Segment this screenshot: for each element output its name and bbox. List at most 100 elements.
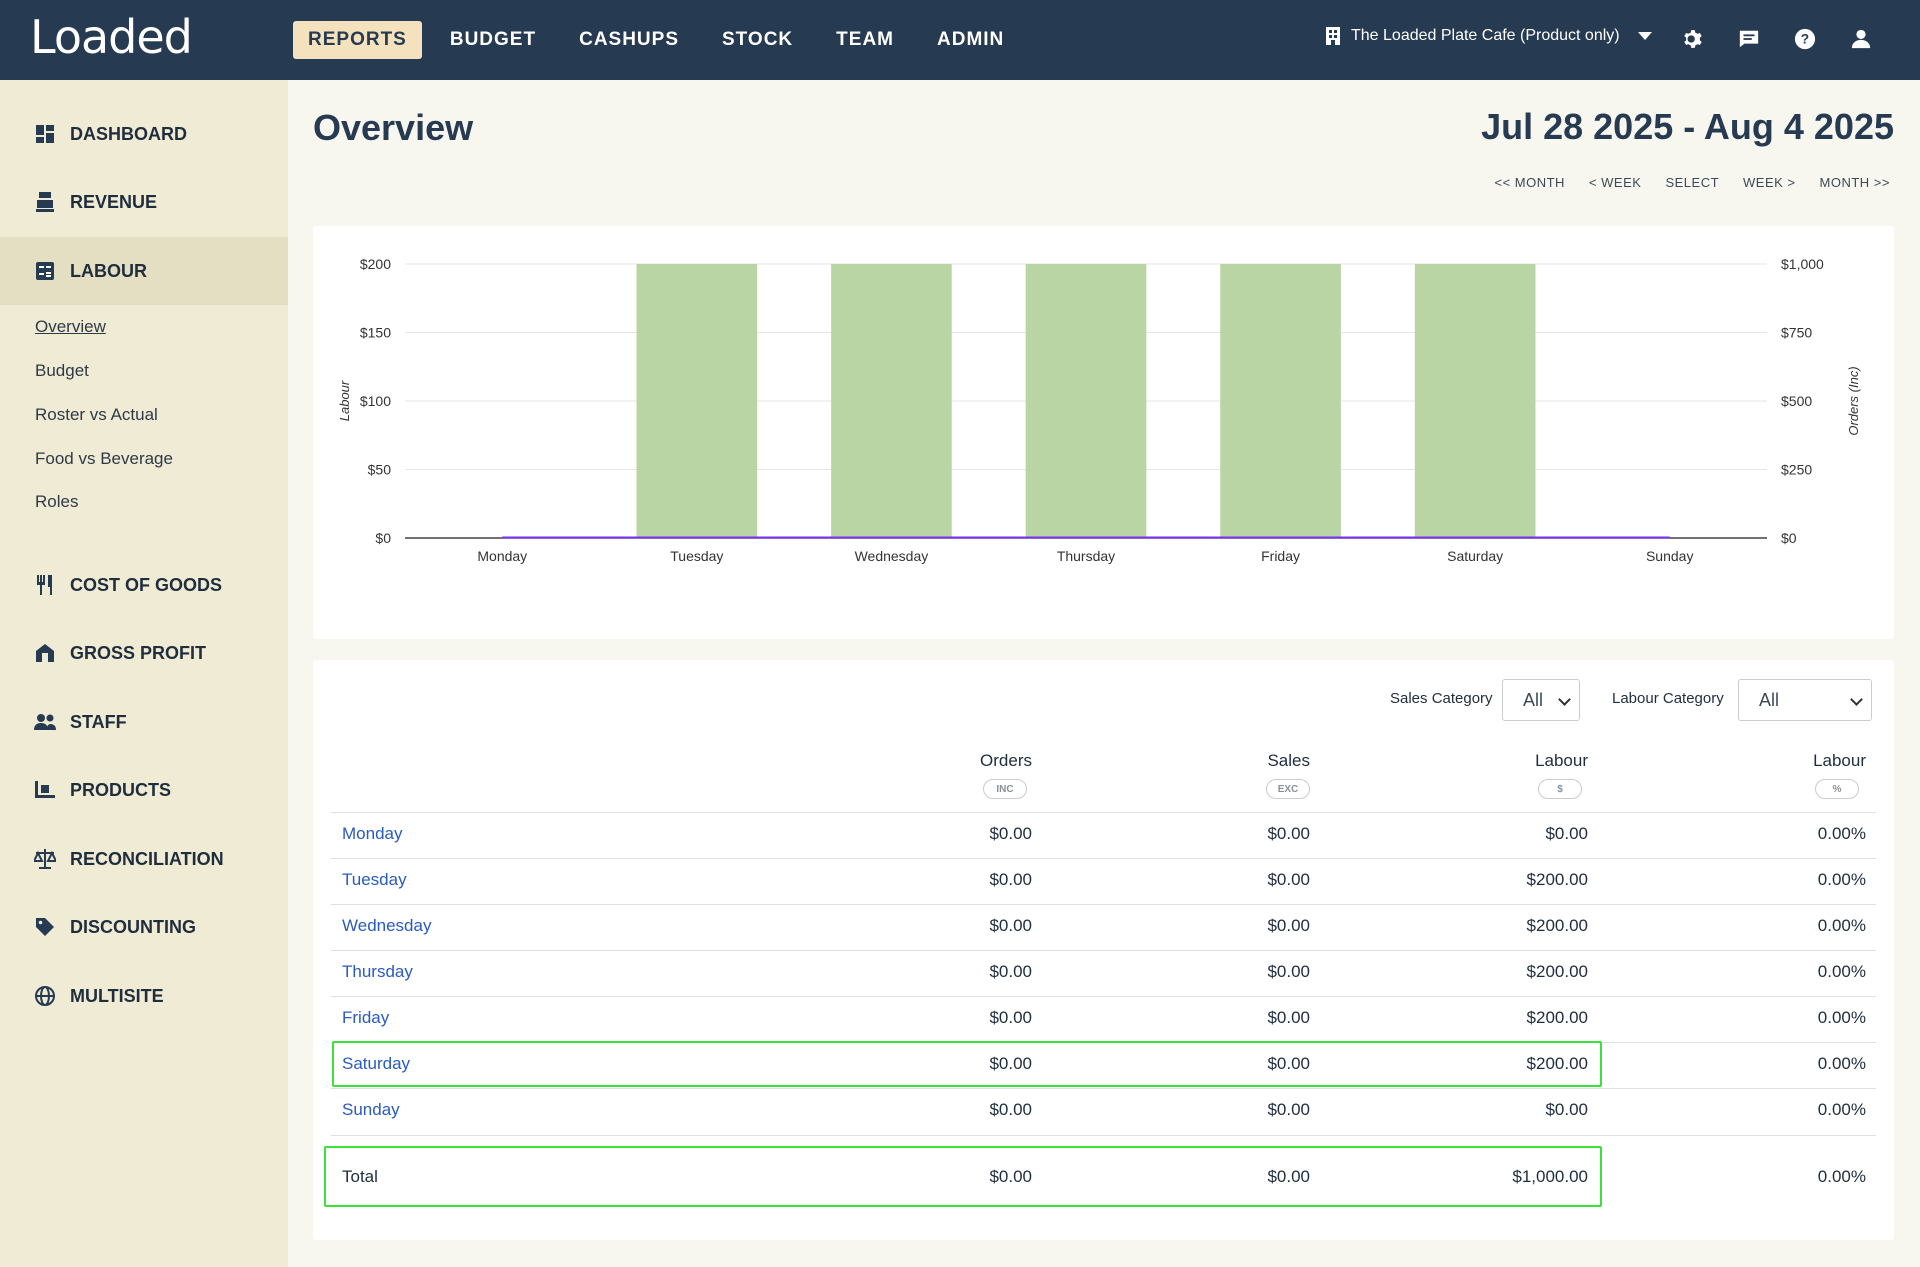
top-bar: Loaded REPORTS BUDGET CASHUPS STOCK TEAM… [0, 0, 1920, 80]
col-labour: Labour [1535, 751, 1588, 770]
nav-cashups[interactable]: CASHUPS [579, 29, 679, 50]
subnav-roster-vs-actual[interactable]: Roster vs Actual [35, 405, 158, 424]
cell-orders: $0.00 [989, 1054, 1032, 1073]
sidebar-item-products[interactable]: PRODUCTS [0, 756, 288, 824]
y-tick-label: $0 [375, 530, 391, 546]
cell-labour: $200.00 [1526, 962, 1588, 981]
sidebar-item-multisite[interactable]: MULTISITE [0, 962, 288, 1030]
col-labour-sub: $ [1538, 779, 1582, 799]
cell-labour: $0.00 [1545, 824, 1588, 843]
table-row [331, 950, 1876, 996]
sidebar-item-cost-of-goods[interactable]: COST OF GOODS [0, 551, 288, 619]
building-icon [1326, 27, 1340, 45]
bar-friday [1220, 264, 1341, 538]
nav-reports[interactable]: REPORTS [293, 21, 422, 59]
sales-category-label: Sales Category [1390, 690, 1493, 707]
nav-budget[interactable]: BUDGET [449, 29, 537, 50]
sidebar-item-staff[interactable]: STAFF [0, 688, 288, 756]
cell-sales: $0.00 [1267, 916, 1310, 935]
prev-week-button[interactable]: < WEEK [1588, 175, 1642, 190]
message-icon[interactable] [1734, 24, 1764, 54]
sales-category-value: All [1523, 689, 1544, 710]
table-row [331, 904, 1876, 950]
cell-labour: $200.00 [1526, 870, 1588, 889]
cell-labour: $200.00 [1526, 916, 1588, 935]
top-icons: ? [1678, 24, 1876, 54]
col-orders: Orders [980, 751, 1032, 770]
site-selector[interactable]: The Loaded Plate Cafe (Product only) [1325, 26, 1652, 46]
col-sales-sub: EXC [1266, 779, 1310, 799]
app-logo[interactable]: Loaded [30, 10, 193, 64]
dashboard-icon [34, 123, 56, 145]
sidebar-item-label: COST OF GOODS [70, 574, 223, 595]
total-row [331, 1135, 1876, 1215]
day-link[interactable]: Monday [342, 824, 403, 843]
sidebar: DASHBOARD REVENUE LABOUR Overview Budget… [0, 80, 288, 1267]
utensils-icon [34, 574, 56, 596]
gear-icon[interactable] [1678, 24, 1708, 54]
total-sales: $0.00 [1267, 1167, 1310, 1186]
y-tick-label: $50 [368, 462, 392, 478]
people-icon [34, 711, 56, 733]
sidebar-item-reconciliation[interactable]: RECONCILIATION [0, 825, 288, 893]
subnav-food-vs-beverage[interactable]: Food vs Beverage [35, 449, 173, 468]
sidebar-item-label: GROSS PROFIT [70, 642, 207, 663]
next-week-button[interactable]: WEEK > [1743, 175, 1796, 190]
sales-category-select[interactable]: All [1502, 679, 1580, 721]
cell-orders: $0.00 [989, 824, 1032, 843]
nav-stock[interactable]: STOCK [722, 29, 794, 50]
cell-labour: $200.00 [1526, 1008, 1588, 1027]
cell-pct: 0.00% [1817, 870, 1866, 889]
y-axis-title: Labour [337, 380, 352, 421]
forklift-icon [34, 779, 56, 801]
chevron-down-icon [1850, 693, 1863, 706]
svg-text:?: ? [1801, 32, 1809, 47]
y2-tick-label: $0 [1781, 530, 1797, 546]
y2-tick-label: $1,000 [1781, 256, 1824, 272]
select-date-button[interactable]: SELECT [1665, 175, 1720, 190]
sidebar-item-dashboard[interactable]: DASHBOARD [0, 100, 288, 168]
sidebar-item-discounting[interactable]: DISCOUNTING [0, 893, 288, 961]
subnav-roles[interactable]: Roles [35, 492, 79, 511]
sidebar-item-revenue[interactable]: REVENUE [0, 168, 288, 236]
labour-category-label: Labour Category [1612, 690, 1724, 707]
table-row [331, 1088, 1876, 1134]
day-link[interactable]: Saturday [342, 1054, 411, 1073]
prev-month-button[interactable]: << MONTH [1494, 175, 1565, 190]
subnav-overview[interactable]: Overview [35, 317, 106, 336]
nav-admin[interactable]: ADMIN [937, 29, 1005, 50]
day-link[interactable]: Wednesday [342, 916, 432, 935]
labour-category-select[interactable]: All [1738, 679, 1872, 721]
bar-saturday [1414, 264, 1536, 538]
x-tick-label: Thursday [1057, 548, 1115, 564]
y2-tick-label: $500 [1781, 393, 1812, 409]
nav-team[interactable]: TEAM [836, 29, 894, 50]
cell-orders: $0.00 [989, 1008, 1032, 1027]
site-name: The Loaded Plate Cafe (Product only) [1351, 27, 1620, 44]
y2-tick-label: $250 [1781, 462, 1812, 478]
col-labour-pct-sub: % [1815, 779, 1859, 799]
x-tick-label: Sunday [1646, 548, 1693, 564]
user-icon[interactable] [1846, 24, 1876, 54]
labour-category-value: All [1759, 689, 1780, 710]
day-link[interactable]: Thursday [342, 962, 413, 981]
day-link[interactable]: Sunday [342, 1100, 400, 1119]
cell-sales: $0.00 [1267, 824, 1310, 843]
sidebar-item-labour[interactable]: LABOUR [0, 237, 288, 305]
subnav-budget[interactable]: Budget [35, 361, 89, 380]
help-icon[interactable]: ? [1790, 24, 1820, 54]
cell-orders: $0.00 [989, 1100, 1032, 1119]
sidebar-item-gross-profit[interactable]: GROSS PROFIT [0, 619, 288, 687]
y-tick-label: $150 [360, 325, 391, 341]
day-link[interactable]: Friday [342, 1008, 390, 1027]
cell-sales: $0.00 [1267, 1054, 1310, 1073]
next-month-button[interactable]: MONTH >> [1819, 175, 1890, 190]
cell-pct: 0.00% [1817, 1100, 1866, 1119]
date-range: Jul 28 2025 - Aug 4 2025 [1481, 106, 1894, 147]
cell-pct: 0.00% [1817, 916, 1866, 935]
cell-orders: $0.00 [989, 870, 1032, 889]
col-labour-pct: Labour [1813, 751, 1866, 770]
calculator-icon [34, 260, 56, 282]
day-link[interactable]: Tuesday [342, 870, 407, 889]
sidebar-item-label: MULTISITE [70, 985, 164, 1006]
